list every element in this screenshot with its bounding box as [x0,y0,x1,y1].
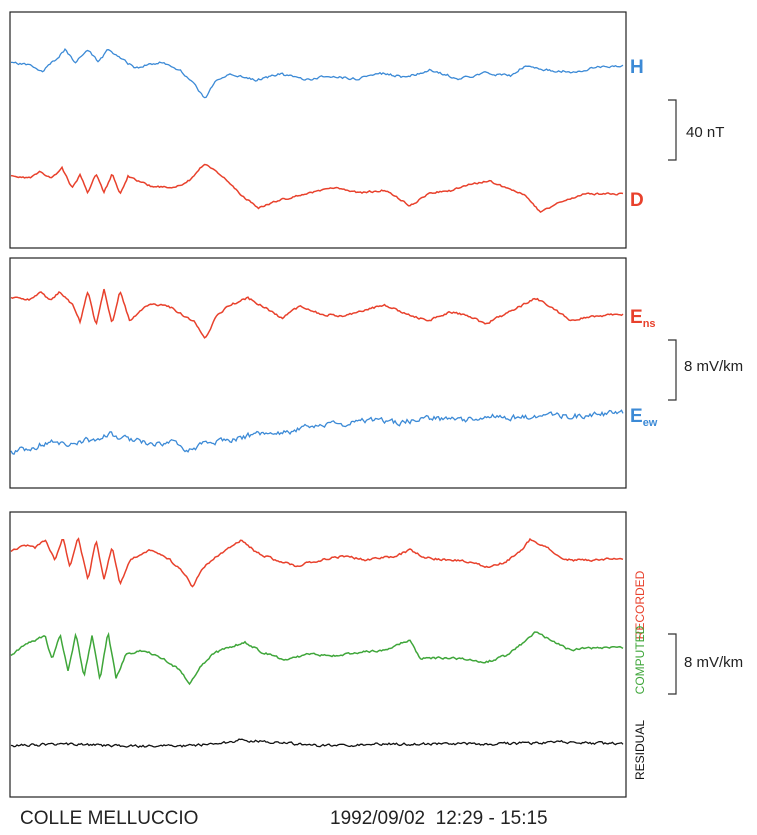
series-line-ens [10,288,624,339]
channel-label-d: D [630,190,644,211]
series-line-recorded [10,537,624,588]
station-name: COLLE MELLUCCIO [20,808,199,829]
panel-frame-comparison [9,511,627,798]
scale-bar-magnetic [668,99,677,161]
series-label-recorded: RECORDED [633,570,647,639]
channel-label-eew: Eew [630,406,658,429]
scale-label-magnetic: 40 nT [686,124,724,141]
scale-label-electric: 8 mV/km [684,358,743,375]
scale-bar-electric [668,339,677,401]
series-line-d [10,163,624,214]
channel-label-ens: Ens [630,307,656,330]
channel-label-h: H [630,57,644,78]
date-time-range: 1992/09/02 12:29 - 15:15 [330,808,548,829]
panel-frame-magnetic [9,11,627,249]
scale-label-comparison: 8 mV/km [684,654,743,671]
series-line-residual [10,738,624,749]
series-line-computed [10,631,624,686]
panel-frame-electric [9,257,627,489]
series-line-eew [10,409,624,456]
series-label-residual: RESIDUAL [633,720,647,780]
series-label-computed: COMPUTED [633,625,647,694]
scale-bar-comparison [668,633,677,695]
series-line-h [11,47,624,99]
